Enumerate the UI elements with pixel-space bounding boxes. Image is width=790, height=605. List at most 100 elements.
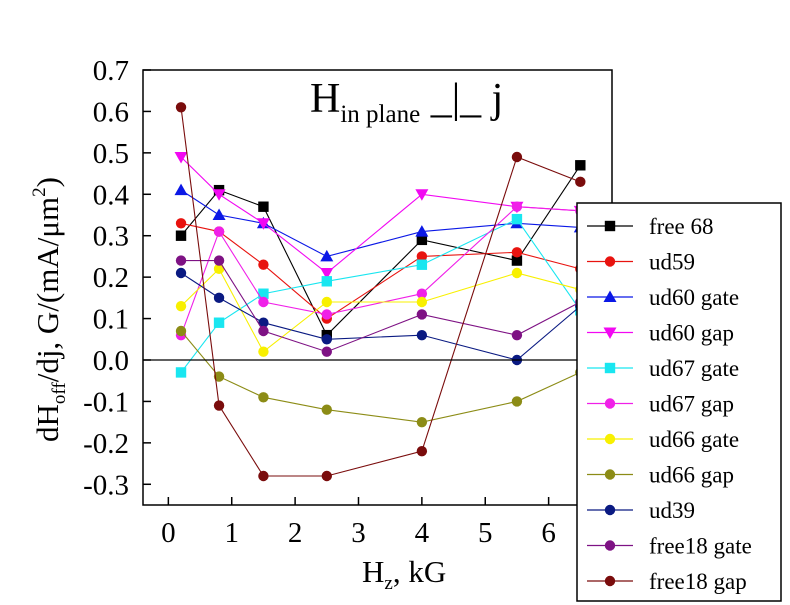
data-point [511, 267, 523, 279]
x-tick-label: 3 [351, 517, 366, 549]
data-point [416, 309, 428, 320]
y-axis-title-sup: 2 [29, 187, 50, 197]
data-point [575, 160, 586, 171]
legend-marker [604, 540, 616, 551]
data-point [511, 213, 523, 225]
legend-label: ud67 gap [649, 392, 734, 417]
data-point [258, 288, 269, 299]
series-layer [174, 102, 587, 482]
y-tick-label: 0.3 [93, 221, 129, 253]
y-tick-label: 0.4 [93, 179, 130, 211]
y-tick-label: 0.6 [93, 96, 129, 128]
x-tick-label: 5 [478, 517, 493, 549]
legend-label: free18 gap [649, 569, 747, 594]
legend: free 68 ud59 ud60 gate ud60 gap ud67 gate ud6… [576, 202, 782, 602]
x-tick-label: 6 [541, 517, 556, 549]
data-point [258, 259, 269, 270]
y-axis-title-part2: /dj, G/(mA/μm [30, 197, 65, 382]
data-point [213, 255, 225, 266]
data-point [511, 247, 523, 258]
data-point [320, 268, 334, 280]
y-tick-label: -0.3 [83, 469, 129, 501]
data-point [321, 296, 332, 308]
data-point [320, 249, 334, 262]
y-tick-label: 0.1 [93, 304, 129, 336]
data-point [511, 329, 523, 341]
y-axis-title-part3: ) [30, 177, 65, 187]
data-point [575, 176, 586, 188]
data-point [416, 234, 428, 246]
legend-label: ud60 gap [649, 321, 734, 346]
x-axis-title-main: H [362, 554, 384, 589]
y-tick-label: 0.5 [93, 138, 129, 170]
legend-label: ud60 gate [649, 285, 739, 310]
y-tick-label: 0.2 [93, 262, 129, 294]
legend-marker [604, 362, 616, 374]
legend-marker [604, 504, 616, 516]
data-point [213, 292, 225, 304]
data-point [321, 334, 332, 345]
data-point [175, 218, 187, 229]
x-axis-title: Hz, kG [362, 554, 446, 594]
data-point [213, 317, 225, 328]
legend-label: ud66 gap [649, 463, 734, 488]
data-point [416, 329, 428, 341]
data-point [175, 267, 187, 279]
data-point [256, 218, 270, 230]
y-axis-title-part1: dH [30, 404, 65, 442]
legend-marker [604, 575, 616, 587]
data-point [416, 259, 428, 270]
series-group [175, 263, 586, 357]
data-point [213, 400, 225, 411]
y-tick-label: -0.1 [83, 386, 129, 418]
legend-marker [604, 256, 616, 267]
data-point [258, 296, 269, 308]
plot-title-main: H [310, 76, 340, 122]
legend-marker [604, 469, 616, 480]
data-point [416, 445, 428, 457]
data-point [321, 346, 332, 357]
data-point [213, 371, 225, 382]
legend-label: ud39 [649, 498, 695, 523]
data-point [258, 201, 269, 212]
data-point [415, 189, 429, 201]
data-point [511, 151, 523, 163]
data-point [511, 396, 523, 407]
x-axis: 0 1 2 3 4 5 6 [161, 497, 556, 549]
x-tick-label: 4 [415, 517, 430, 549]
data-point [212, 208, 226, 220]
legend-marker [603, 327, 617, 339]
data-point [321, 470, 332, 482]
data-point [258, 470, 269, 482]
data-point [416, 416, 428, 428]
data-point [258, 317, 269, 328]
legend-label: ud66 gate [649, 427, 739, 452]
legend-items: free 68 ud59 ud60 gate ud60 gap ud67 gate ud6… [587, 214, 752, 594]
x-axis-title-tail: , kG [393, 554, 446, 589]
legend-marker [603, 290, 617, 302]
plot-title-sub: in plane [340, 101, 420, 128]
y-tick-label: -0.2 [83, 428, 129, 460]
data-point [212, 189, 226, 201]
y-axis-title: dHoff/dj, G/(mA/μm2) [29, 177, 70, 442]
x-tick-label: 1 [224, 517, 239, 549]
data-point [175, 325, 187, 337]
data-point [321, 309, 332, 320]
series-group [175, 325, 586, 428]
data-point [258, 325, 269, 337]
y-axis-title-sub: off [49, 382, 70, 404]
legend-label: free18 gate [649, 534, 752, 559]
plot-title: Hin plane _|_ j [310, 76, 503, 128]
legend-marker [604, 433, 616, 445]
data-point [415, 225, 429, 237]
data-point [321, 276, 332, 287]
legend-marker [604, 398, 616, 409]
data-point [213, 226, 225, 237]
data-point [258, 346, 269, 357]
data-point [175, 255, 187, 266]
series-group [175, 102, 586, 482]
data-point [416, 288, 428, 299]
data-point [174, 183, 188, 196]
y-axis: -0.3 -0.2 -0.1 0.0 0.1 0.2 0.3 0.4 0.5 0.6 0.7 [83, 55, 151, 501]
data-point [175, 230, 187, 241]
